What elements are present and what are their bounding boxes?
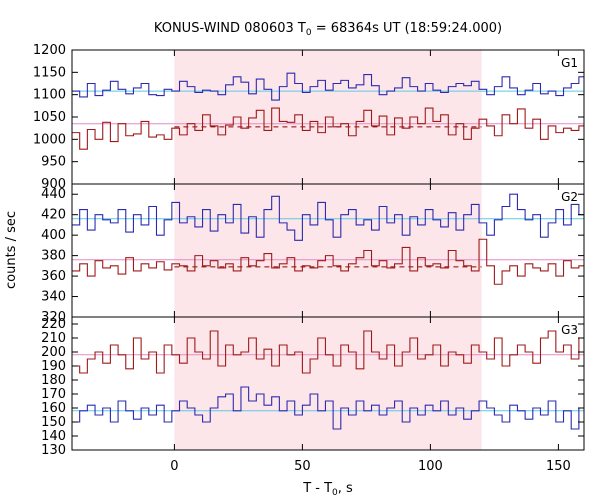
panel-3-y-tick-label: 160 [41, 401, 66, 416]
highlight-layer [174, 50, 482, 450]
panel-3-y-tick-label: 200 [41, 345, 66, 360]
panel-1-y-tick-label: 1100 [33, 88, 66, 103]
panel-3-y-tick-label: 220 [41, 317, 66, 332]
panel-1-y-tick-label: 1200 [33, 43, 66, 58]
bg-line-layer [72, 90, 584, 412]
series-layer [72, 72, 584, 430]
panel-1-y-tick-label: 1150 [33, 65, 66, 80]
panel-1-upper-series-line [72, 72, 584, 101]
panel-2-upper-series-line [72, 193, 584, 241]
panel-1-lower-series-line [72, 107, 584, 150]
panel-2-y-tick-label: 420 [41, 208, 66, 223]
panel-3-label: G3 [561, 323, 578, 337]
x-tick-label: 0 [170, 459, 178, 474]
panel-3-y-tick-label: 130 [41, 443, 66, 458]
panel-1-y-tick-label: 950 [41, 155, 66, 170]
panel-3-y-tick-label: 190 [41, 359, 66, 374]
panel-3-lower-series-line [72, 330, 584, 374]
panel-3-y-tick-label: 180 [41, 373, 66, 388]
panel-2-y-tick-label: 380 [41, 249, 66, 264]
panel-3-y-tick-label: 210 [41, 331, 66, 346]
panel-3-y-tick-label: 140 [41, 429, 66, 444]
panel-3-y-tick-label: 150 [41, 415, 66, 430]
x-tick-label: 100 [418, 459, 443, 474]
x-axis-label-subscript: 0 [332, 488, 338, 498]
panel-1-label: G1 [561, 56, 578, 70]
chart-title-subscript: 0 [306, 28, 312, 38]
panel-1-y-tick-label: 1000 [33, 132, 66, 147]
panel-2-y-tick-label: 440 [41, 187, 66, 202]
panel-2-y-tick-label: 320 [41, 310, 66, 325]
y-axis-label: counts / sec [4, 211, 19, 289]
panel-1-y-tick-label: 900 [41, 177, 66, 192]
panel-1-y-tick-label: 1050 [33, 110, 66, 125]
chart-title-rest: = 68364s UT (18:59:24.000) [312, 21, 502, 36]
panel-3-frame [71, 316, 585, 451]
x-axis-label-rest: , s [338, 481, 353, 496]
panel-2-y-tick-label: 340 [41, 290, 66, 305]
panel-2-lower-series-line [72, 238, 584, 285]
panel-2-label: G2 [561, 190, 578, 204]
highlight-interval [174, 50, 482, 450]
panel-2-y-tick-label: 400 [41, 228, 66, 243]
chart-title: KONUS-WIND 080603 T0 = 68364s UT (18:59:… [154, 21, 502, 38]
x-tick-label: 50 [294, 459, 311, 474]
x-tick-label: 150 [546, 459, 571, 474]
panel-3-y-tick-label: 170 [41, 387, 66, 402]
tick-layer: 90095010001050110011501200G1320340360380… [33, 43, 584, 474]
panel-2-y-tick-label: 360 [41, 269, 66, 284]
panel-3-upper-series-line [72, 386, 584, 430]
x-axis-label: T - T0, s [302, 481, 353, 498]
